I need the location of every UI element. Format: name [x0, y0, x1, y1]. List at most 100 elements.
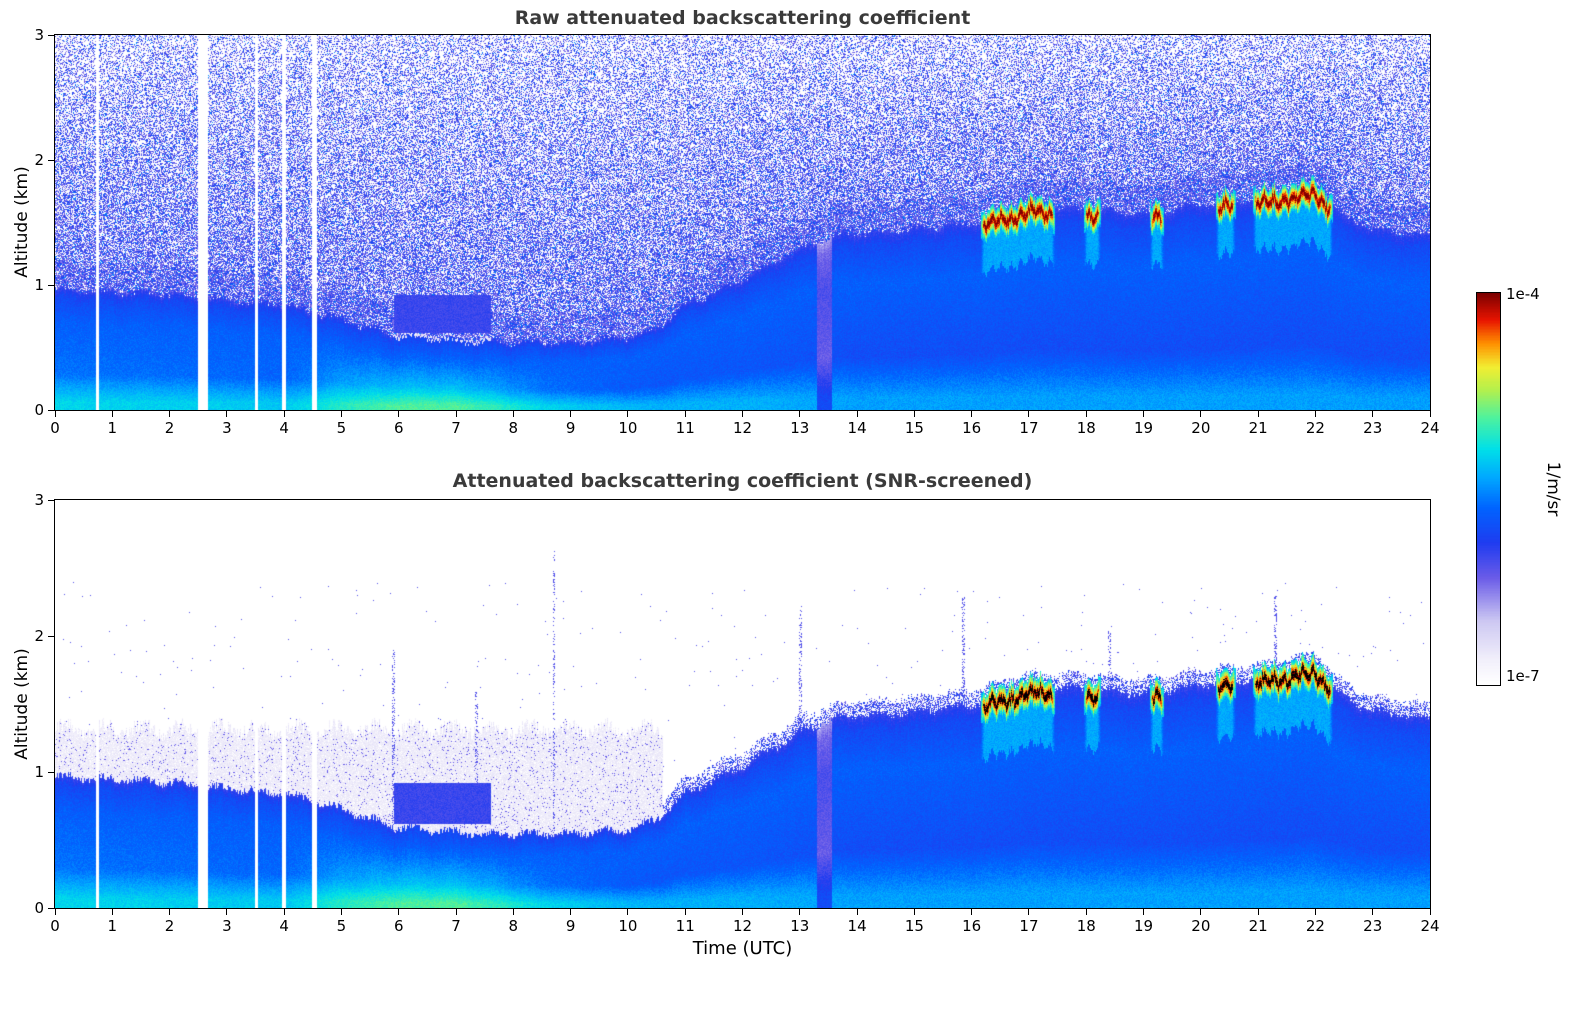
raw-heatmap-plot-area: [54, 34, 1431, 411]
screened-heatmap-plot-area: [54, 499, 1431, 909]
x-tick: [570, 411, 572, 417]
x-tick-label: 11: [675, 419, 695, 437]
x-tick: [283, 909, 285, 915]
x-axis-label: Time (UTC): [692, 938, 793, 959]
x-tick: [627, 411, 629, 417]
x-tick-label: 0: [50, 917, 60, 935]
x-tick-label: 20: [1191, 419, 1211, 437]
x-tick: [512, 411, 514, 417]
x-tick-label: 4: [279, 419, 289, 437]
x-tick-label: 3: [222, 419, 232, 437]
x-tick: [856, 909, 858, 915]
x-tick: [455, 411, 457, 417]
x-tick: [54, 411, 56, 417]
x-tick: [1314, 909, 1316, 915]
x-tick-label: 13: [790, 419, 810, 437]
y-tick: [48, 159, 54, 161]
x-tick: [1143, 909, 1145, 915]
y-tick: [48, 907, 54, 909]
screened-heatmap-canvas: [55, 500, 1430, 908]
x-tick-label: 21: [1248, 419, 1268, 437]
x-tick: [1200, 909, 1202, 915]
x-tick-label: 8: [508, 917, 519, 935]
x-tick-label: 2: [164, 419, 175, 437]
x-tick-label: 16: [962, 917, 982, 935]
x-tick-label: 23: [1363, 917, 1383, 935]
raw-heatmap-canvas: [55, 35, 1430, 410]
x-tick-label: 3: [222, 917, 232, 935]
x-tick: [455, 909, 457, 915]
x-tick: [570, 909, 572, 915]
panel-title-raw: Raw attenuated backscattering coefficien…: [514, 7, 971, 29]
x-tick: [913, 909, 915, 915]
x-tick-label: 6: [393, 917, 404, 935]
x-tick-label: 23: [1363, 419, 1383, 437]
x-tick: [1200, 411, 1202, 417]
x-tick: [1143, 411, 1145, 417]
x-tick-label: 18: [1076, 419, 1096, 437]
y-tick-label: 0: [34, 401, 44, 419]
x-tick-label: 9: [565, 419, 576, 437]
x-tick-label: 22: [1305, 917, 1325, 935]
x-tick: [856, 411, 858, 417]
x-tick: [169, 411, 171, 417]
x-tick: [742, 411, 743, 417]
x-tick-label: 14: [847, 917, 867, 935]
x-tick: [684, 411, 686, 417]
x-tick: [1085, 909, 1087, 915]
x-tick: [398, 909, 400, 915]
x-tick-label: 6: [393, 419, 404, 437]
x-tick: [226, 909, 228, 915]
x-tick: [1028, 909, 1030, 915]
x-tick-label: 15: [904, 917, 924, 935]
x-tick-label: 16: [962, 419, 982, 437]
y-tick: [48, 34, 54, 36]
x-tick-label: 17: [1019, 917, 1039, 935]
x-tick-label: 7: [451, 917, 461, 935]
x-tick: [54, 909, 56, 915]
x-tick-label: 2: [164, 917, 175, 935]
x-tick: [1257, 909, 1259, 915]
x-tick: [1429, 909, 1431, 915]
y-tick-label: 0: [34, 899, 44, 917]
x-tick: [1028, 411, 1030, 417]
x-tick-label: 19: [1133, 419, 1154, 437]
x-tick-label: 0: [50, 419, 60, 437]
x-tick: [1314, 411, 1316, 417]
x-tick: [1085, 411, 1087, 417]
y-tick-label: 1: [34, 276, 44, 294]
x-tick: [398, 411, 400, 417]
x-tick-label: 4: [279, 917, 289, 935]
y-tick: [48, 499, 54, 501]
x-tick-label: 9: [565, 917, 576, 935]
y-tick: [48, 635, 54, 637]
y-tick: [48, 284, 54, 286]
x-tick-label: 24: [1420, 917, 1440, 935]
x-tick: [512, 909, 514, 915]
y-tick-label: 3: [34, 491, 44, 509]
x-tick-label: 8: [508, 419, 519, 437]
x-tick: [111, 909, 113, 915]
colorbar-gradient: [1477, 293, 1500, 685]
y-tick-label: 1: [34, 763, 44, 781]
x-tick-label: 24: [1420, 419, 1440, 437]
x-tick-label: 1: [107, 419, 118, 437]
panel-title-screened: Attenuated backscattering coefficient (S…: [452, 470, 1033, 492]
x-tick: [169, 909, 171, 915]
x-tick-label: 20: [1191, 917, 1211, 935]
x-tick-label: 10: [618, 917, 638, 935]
x-tick: [799, 909, 801, 915]
y-tick: [48, 409, 54, 411]
x-tick: [1257, 411, 1259, 417]
x-tick-label: 5: [336, 419, 347, 437]
x-tick: [799, 411, 801, 417]
x-tick-label: 12: [732, 917, 753, 935]
x-tick: [340, 909, 342, 915]
x-tick-label: 7: [451, 419, 461, 437]
colorbar-min-label: 1e-7: [1506, 667, 1540, 685]
x-tick-label: 22: [1305, 419, 1325, 437]
x-tick-label: 10: [618, 419, 638, 437]
x-tick-label: 13: [790, 917, 810, 935]
y-axis-label-raw: Altitude (km): [12, 166, 32, 278]
